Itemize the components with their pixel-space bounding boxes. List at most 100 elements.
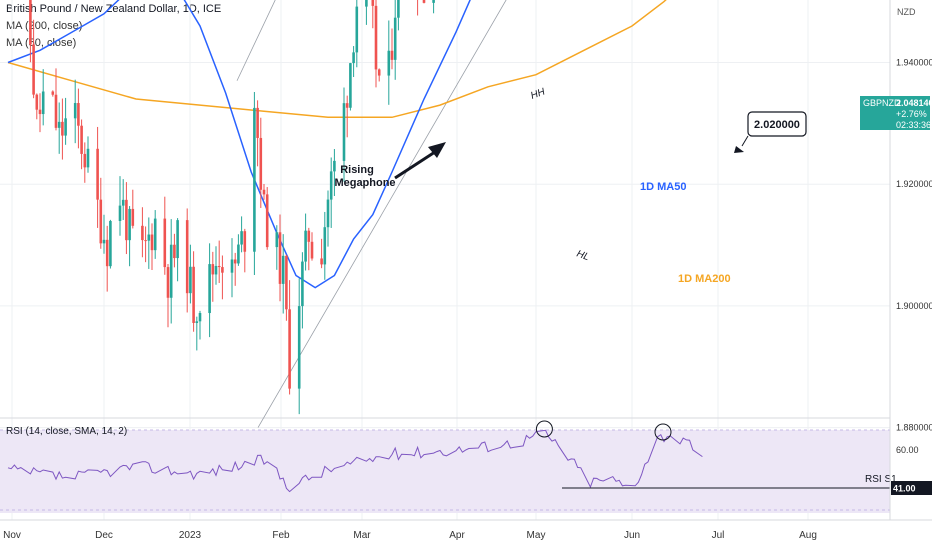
candle-body xyxy=(285,255,288,310)
candle-body xyxy=(253,107,256,252)
candle-body xyxy=(432,0,435,3)
candle-body xyxy=(281,255,285,284)
candle-body xyxy=(256,107,259,138)
candle-body xyxy=(73,103,77,119)
candle-body xyxy=(99,199,103,244)
ma200-line xyxy=(7,0,667,119)
target-box xyxy=(747,111,807,137)
candle-body xyxy=(208,264,211,314)
candle-body xyxy=(355,6,359,53)
candle-body xyxy=(54,94,58,128)
candle-body xyxy=(147,234,151,241)
candle-body xyxy=(195,321,199,323)
candle-body xyxy=(345,103,349,108)
candle-body xyxy=(323,227,327,265)
price-tag xyxy=(860,96,930,130)
price-tag-change: +2.76% xyxy=(896,109,927,119)
label-megaphone: Megaphone xyxy=(334,177,395,189)
candle-body xyxy=(240,231,243,245)
ma50-line xyxy=(7,0,471,289)
megaphone-arrow-head xyxy=(428,142,446,158)
candle-body xyxy=(422,0,426,3)
rsi-band xyxy=(0,430,890,513)
candle-body xyxy=(128,208,131,241)
candle-body xyxy=(265,194,269,248)
candle-body xyxy=(342,103,346,161)
candle-body xyxy=(377,69,381,76)
candle-body xyxy=(144,240,147,242)
x-tick-label: Jun xyxy=(624,530,640,541)
candle-body xyxy=(288,309,291,389)
candle-body xyxy=(38,109,42,115)
channel-lower xyxy=(257,0,507,428)
candle-body xyxy=(310,241,314,259)
candle-body xyxy=(221,267,224,273)
candle-body xyxy=(390,50,394,60)
candle-body xyxy=(169,244,173,298)
candle-body xyxy=(166,267,170,298)
candle-body xyxy=(307,230,311,242)
candle-body xyxy=(259,137,263,190)
x-tick-label: Jul xyxy=(712,530,725,541)
candle-body xyxy=(374,5,378,70)
price-tag-countdown: 02:33:36 xyxy=(896,120,931,130)
price-axis: NZD1.8800001.9000001.9200001.9400001.960… xyxy=(860,0,932,520)
candle-body xyxy=(163,218,167,268)
candle-body xyxy=(64,118,67,136)
candle-body xyxy=(301,261,304,307)
label-ma200: 1D MA200 xyxy=(678,273,731,285)
candle-body xyxy=(329,171,333,200)
candle-body xyxy=(352,52,355,64)
candle-body xyxy=(387,50,391,76)
label-hh: HH xyxy=(529,86,547,102)
candle-body xyxy=(393,17,397,60)
candle-body xyxy=(189,266,192,294)
x-tick-label: Apr xyxy=(449,530,465,541)
currency-label: NZD xyxy=(897,7,916,17)
channel-upper xyxy=(236,0,276,81)
candle-body xyxy=(230,259,234,273)
candle-body xyxy=(198,313,202,322)
candle-body xyxy=(61,121,64,136)
y-tick-label: 1.900000 xyxy=(896,301,932,311)
y-tick-label: 1.920000 xyxy=(896,179,932,189)
y-tick-label: 1.940000 xyxy=(896,58,932,68)
candle-body xyxy=(29,0,32,45)
candle-body xyxy=(320,258,323,265)
x-tick-label: May xyxy=(527,530,546,541)
candle-body xyxy=(83,153,87,168)
candle-body xyxy=(397,0,400,18)
label-ma50: 1D MA50 xyxy=(640,181,686,193)
y-tick-label: 1.880000 xyxy=(896,423,932,433)
candle-body xyxy=(192,266,195,323)
candle-body xyxy=(278,232,282,284)
rsi-title: RSI (14, close, SMA, 14, 2) xyxy=(6,426,127,437)
candle-body xyxy=(121,199,125,206)
candle-body xyxy=(102,239,106,244)
candle-body xyxy=(51,91,55,95)
candle-body xyxy=(96,148,99,200)
candle-body xyxy=(185,220,189,294)
candle-body xyxy=(86,148,90,168)
label-rising: Rising xyxy=(340,164,374,176)
ma50-path xyxy=(7,0,471,289)
candle-body xyxy=(131,208,135,226)
x-tick-label: Aug xyxy=(799,530,817,541)
ma200-legend[interactable]: MA (200, close) xyxy=(6,20,83,32)
candle-body xyxy=(365,0,368,7)
target-box-pointer xyxy=(741,135,749,147)
rsi-s1-tag xyxy=(891,481,932,495)
candle-body xyxy=(371,0,375,6)
candle-body xyxy=(57,121,61,128)
candle-body xyxy=(349,63,352,108)
rsi-circle-apr xyxy=(535,420,553,438)
rsi-line xyxy=(7,429,703,493)
candle-body xyxy=(125,199,128,241)
candle-body xyxy=(243,231,247,252)
candle-body xyxy=(326,199,330,228)
x-tick-label: Feb xyxy=(272,530,290,541)
candle-body xyxy=(77,103,80,126)
candle-body xyxy=(217,265,221,268)
ma200-path xyxy=(7,0,667,119)
